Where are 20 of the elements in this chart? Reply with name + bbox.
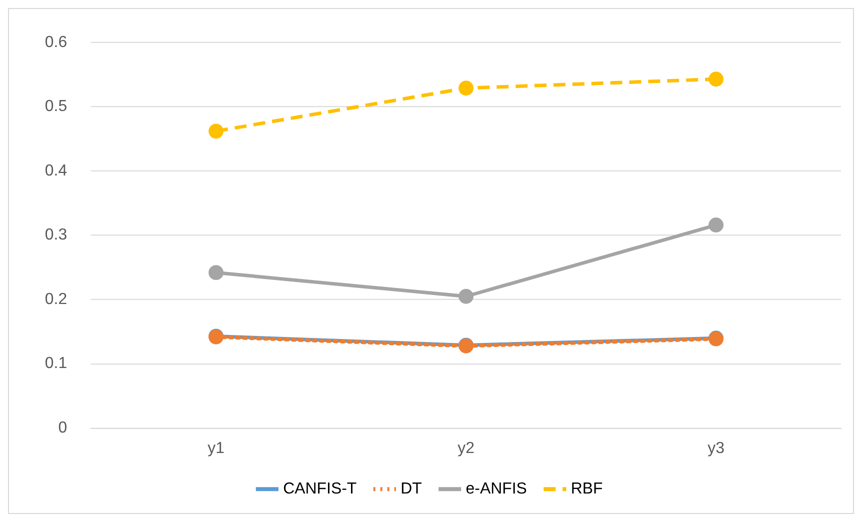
point	[208, 265, 224, 280]
y-tick-label: 0.4	[44, 162, 68, 180]
y-tick-label: 0.2	[44, 290, 68, 308]
point	[708, 218, 724, 232]
point	[458, 80, 474, 96]
legend-label: DT	[400, 480, 422, 498]
legend-label: e-ANFIS	[466, 480, 527, 498]
x-tick-label: y3	[708, 440, 725, 458]
y-tick-label: 0.6	[44, 34, 68, 51]
point	[458, 288, 474, 304]
y-tick-label: 0.5	[44, 98, 68, 116]
x-tick-label: y1	[208, 440, 225, 458]
point	[208, 124, 224, 139]
legend-label: RBF	[570, 480, 604, 498]
y-tick-label: 0	[58, 420, 68, 437]
y-tick-label: 0.3	[44, 226, 68, 244]
point	[708, 72, 724, 87]
x-tick-label: y2	[458, 440, 475, 458]
legend-label: CANFIS-T	[283, 480, 357, 498]
y-tick-label: 0.1	[44, 355, 68, 372]
